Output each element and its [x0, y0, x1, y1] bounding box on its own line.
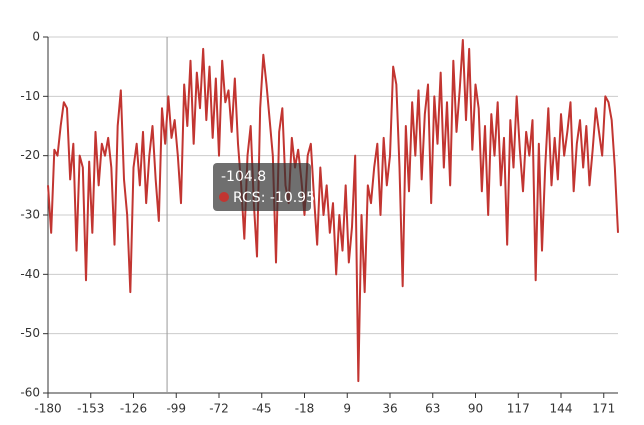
y-tick-label: -20	[20, 148, 40, 162]
x-tick-label: -126	[120, 402, 147, 416]
x-tick-label: 90	[468, 402, 483, 416]
x-tick-label: 63	[425, 402, 440, 416]
x-tick-label: -180	[34, 402, 61, 416]
y-tick-label: 0	[32, 30, 40, 44]
y-tick-label: -50	[20, 326, 40, 340]
x-tick-label: 117	[507, 402, 530, 416]
x-tick-label: -153	[77, 402, 104, 416]
x-tick-label: 171	[592, 402, 615, 416]
x-tick-label: 36	[382, 402, 397, 416]
y-tick-label: -10	[20, 89, 40, 103]
y-tick-label: -40	[20, 267, 40, 281]
series-line	[47, 38, 619, 383]
x-tick-label: -45	[252, 402, 272, 416]
x-tick-label: -18	[295, 402, 315, 416]
x-tick-label: -99	[166, 402, 186, 416]
x-tick-label: -72	[209, 402, 229, 416]
tooltip-title: -104.8	[221, 169, 266, 185]
y-tick-label: -60	[20, 386, 40, 400]
x-tick-label: 9	[343, 402, 351, 416]
tooltip-box	[213, 163, 311, 211]
tooltip: -104.8 RCS: -10.95	[213, 163, 315, 211]
y-tick-label: -30	[20, 208, 40, 222]
tooltip-dot	[219, 192, 229, 202]
tooltip-text: RCS: -10.95	[233, 190, 315, 206]
x-tick-label: 144	[550, 402, 573, 416]
